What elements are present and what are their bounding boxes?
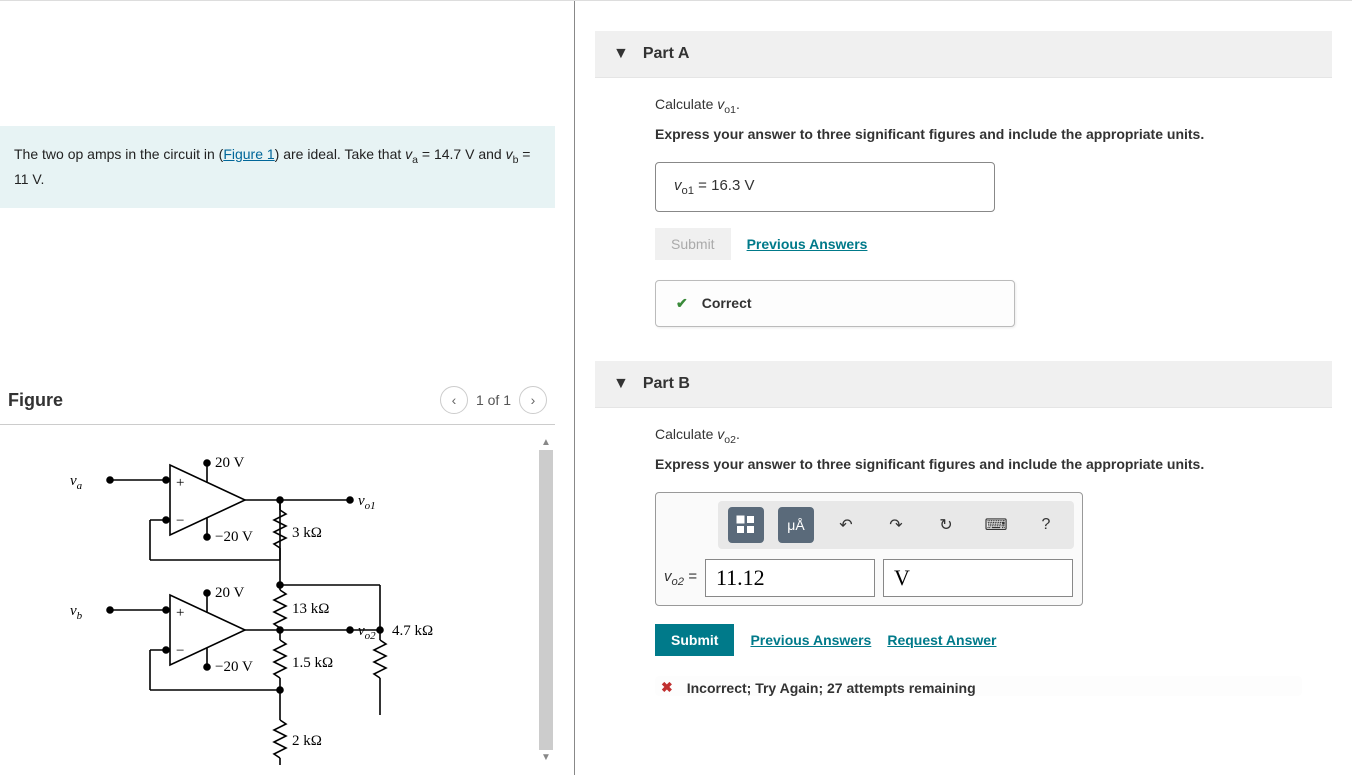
figure-pager: 1 of 1 — [476, 392, 511, 408]
keyboard-button[interactable]: ⌨ — [978, 507, 1014, 543]
scroll-track[interactable] — [539, 450, 553, 750]
x-icon: ✖ — [661, 679, 673, 696]
part-a-feedback-text: Correct — [702, 295, 752, 311]
figure-scrollbar[interactable]: ▲ ▼ — [537, 435, 555, 768]
caret-down-icon: ▼ — [613, 45, 629, 63]
part-a-calc: Calculate vo1. — [655, 96, 1302, 116]
units-icon-label: μÅ — [787, 517, 804, 533]
circuit-diagram: va vb + − + − 20 V −20 V 20 V −20 V vo1 … — [0, 435, 537, 768]
reset-icon: ↻ — [939, 515, 952, 535]
answer-toolbar: μÅ ↶ ↷ ↻ ⌨ ? — [718, 501, 1074, 549]
svg-text:13 kΩ: 13 kΩ — [292, 601, 329, 617]
check-icon: ✔ — [676, 295, 688, 312]
undo-icon: ↶ — [839, 515, 852, 535]
part-b-body: Calculate vo2. Express your answer to th… — [595, 408, 1332, 708]
va-val: = 14.7 V — [418, 146, 474, 162]
svg-text:va: va — [70, 473, 83, 492]
svg-text:vo2: vo2 — [358, 623, 376, 642]
part-a-title: Part A — [643, 45, 690, 63]
figure-header: Figure ‹ 1 of 1 › — [0, 386, 555, 425]
left-panel: The two op amps in the circuit in (Figur… — [0, 1, 575, 775]
part-a-header[interactable]: ▼ Part A — [595, 31, 1332, 78]
svg-text:20 V: 20 V — [215, 455, 244, 471]
templates-button[interactable] — [728, 507, 764, 543]
part-a-instructions: Express your answer to three significant… — [655, 126, 1302, 142]
undo-button[interactable]: ↶ — [828, 507, 864, 543]
part-b-feedback: ✖ Incorrect; Try Again; 27 attempts rema… — [655, 676, 1302, 696]
part-b-unit-input[interactable] — [883, 559, 1073, 597]
part-b-submit-button[interactable]: Submit — [655, 624, 734, 656]
reset-button[interactable]: ↻ — [928, 507, 964, 543]
figure-prev-button[interactable]: ‹ — [440, 386, 468, 414]
svg-text:+: + — [176, 605, 184, 621]
svg-text:−20 V: −20 V — [215, 529, 253, 545]
figure-nav: ‹ 1 of 1 › — [440, 386, 547, 414]
svg-text:+: + — [176, 475, 184, 491]
scroll-up-icon[interactable]: ▲ — [539, 435, 553, 450]
part-a-answer-value: 16.3 V — [711, 177, 754, 194]
svg-text:2 kΩ: 2 kΩ — [292, 733, 322, 749]
help-icon: ? — [1042, 516, 1051, 534]
part-a-previous-answers-link[interactable]: Previous Answers — [747, 236, 868, 252]
caret-down-icon: ▼ — [613, 375, 629, 393]
part-a-body: Calculate vo1. Express your answer to th… — [595, 78, 1332, 339]
part-b-title: Part B — [643, 375, 690, 393]
part-b-previous-answers-link[interactable]: Previous Answers — [750, 632, 871, 648]
part-b-feedback-text: Incorrect; Try Again; 27 attempts remain… — [687, 680, 976, 696]
redo-button[interactable]: ↷ — [878, 507, 914, 543]
svg-text:vb: vb — [70, 603, 83, 622]
svg-text:−20 V: −20 V — [215, 659, 253, 675]
problem-text-mid: ) are ideal. Take that — [275, 146, 405, 162]
templates-icon — [735, 514, 757, 536]
svg-text:−: − — [176, 513, 184, 529]
svg-text:20 V: 20 V — [215, 585, 244, 601]
part-a-answer-box: vo1 = 16.3 V — [655, 162, 995, 212]
part-b-header[interactable]: ▼ Part B — [595, 361, 1332, 408]
figure-title: Figure — [8, 390, 63, 411]
svg-text:1.5 kΩ: 1.5 kΩ — [292, 655, 333, 671]
right-panel: ▼ Part A Calculate vo1. Express your ans… — [575, 1, 1352, 775]
units-button[interactable]: μÅ — [778, 507, 814, 543]
svg-text:4.7 kΩ: 4.7 kΩ — [392, 623, 433, 639]
svg-text:−: − — [176, 643, 184, 659]
scroll-down-icon[interactable]: ▼ — [539, 750, 553, 765]
svg-text:vo1: vo1 — [358, 493, 376, 512]
and-text: and — [474, 146, 505, 162]
problem-statement: The two op amps in the circuit in (Figur… — [0, 126, 555, 208]
svg-text:3 kΩ: 3 kΩ — [292, 525, 322, 541]
part-a-submit-button: Submit — [655, 228, 731, 260]
help-button[interactable]: ? — [1028, 507, 1064, 543]
figure-link[interactable]: Figure 1 — [223, 146, 274, 162]
part-b-input-box: μÅ ↶ ↷ ↻ ⌨ ? vo2 = — [655, 492, 1083, 606]
part-a-feedback: ✔ Correct — [655, 280, 1015, 327]
figure-next-button[interactable]: › — [519, 386, 547, 414]
part-b-request-answer-link[interactable]: Request Answer — [887, 632, 996, 648]
problem-text-pre: The two op amps in the circuit in ( — [14, 146, 223, 162]
vb-var: v — [506, 146, 513, 162]
keyboard-icon: ⌨ — [984, 515, 1007, 535]
part-b-instructions: Express your answer to three significant… — [655, 456, 1302, 472]
part-b-value-input[interactable] — [705, 559, 875, 597]
part-b-calc: Calculate vo2. — [655, 426, 1302, 446]
figure-section: Figure ‹ 1 of 1 › — [0, 386, 555, 768]
redo-icon: ↷ — [889, 515, 902, 535]
